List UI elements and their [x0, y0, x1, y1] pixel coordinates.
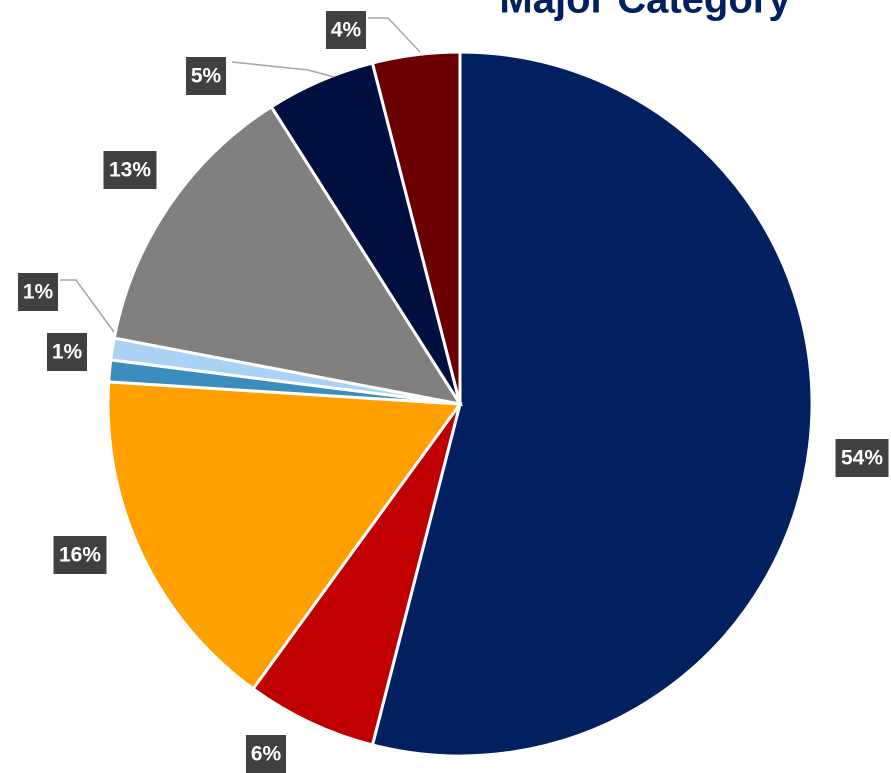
data-label: 1% — [52, 341, 83, 364]
pie-slice — [251, 403, 462, 747]
label-box — [18, 273, 58, 311]
leader-line — [231, 61, 335, 78]
label-box — [47, 333, 87, 371]
pie-slice — [370, 50, 462, 405]
data-label: 13% — [109, 159, 151, 182]
chart-title: Major Category — [499, 0, 791, 22]
data-label: 6% — [251, 743, 282, 766]
leader-line — [368, 17, 421, 53]
data-label: 1% — [23, 281, 54, 304]
data-label: 54% — [841, 447, 883, 470]
label-box — [103, 151, 157, 189]
pie-slice — [370, 50, 814, 758]
pie-slice — [106, 380, 463, 691]
pie-slice — [112, 104, 464, 407]
label-box — [326, 11, 366, 49]
label-box — [835, 439, 889, 477]
data-label: 16% — [59, 544, 101, 567]
label-box — [53, 536, 107, 574]
data-label: 5% — [191, 65, 222, 88]
data-label: 4% — [331, 19, 362, 42]
label-box — [246, 735, 286, 773]
leader-line — [60, 279, 115, 333]
label-box — [186, 57, 226, 95]
